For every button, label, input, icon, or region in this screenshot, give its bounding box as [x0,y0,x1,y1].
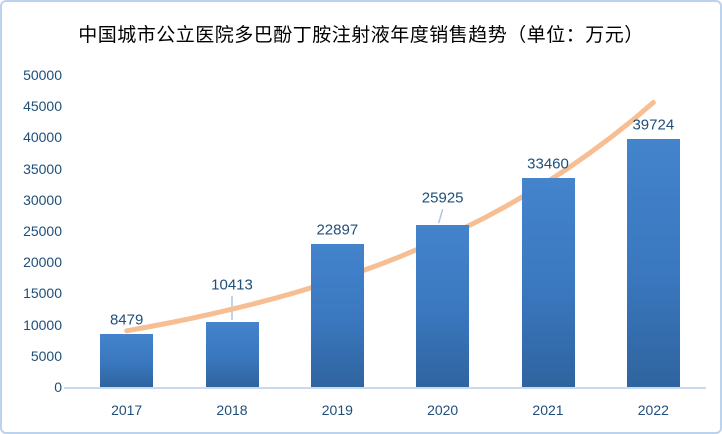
chart-title: 中国城市公立医院多巴酚丁胺注射液年度销售趋势（单位：万元） [78,25,644,46]
data-label-2022: 39724 [632,116,675,134]
bar-2020 [416,225,470,387]
y-axis-tick-label: 40000 [23,129,62,146]
y-axis-tick-label: 50000 [23,67,62,83]
y-axis-tick-label: 45000 [23,98,62,115]
data-label-2020: 25925 [421,189,464,207]
y-axis-tick-label: 5000 [30,347,62,364]
label-leader-line [437,209,444,224]
bar-2021 [521,178,575,387]
bar-2019 [310,244,364,387]
bar-2017 [100,334,154,387]
x-axis-tick-label: 2022 [637,402,669,418]
y-axis-tick-label: 15000 [23,285,62,302]
y-axis-tick-label: 35000 [23,160,62,177]
x-axis-tick-label: 2018 [216,402,248,418]
y-axis-tick-label: 10000 [23,316,62,333]
y-axis-tick-label: 0 [54,379,62,395]
x-axis-line [64,387,706,389]
y-axis-tick-label: 30000 [23,191,62,208]
data-label-2021: 33460 [527,155,569,173]
y-axis-tick-label: 20000 [23,254,62,271]
bar-2022 [626,139,680,387]
x-axis-tick-label: 2017 [111,402,143,418]
y-axis-tick-label: 25000 [23,223,62,239]
data-label-2018: 10413 [211,276,253,294]
data-label-2017: 8479 [109,311,144,329]
x-axis-tick-label: 2020 [427,402,459,418]
x-axis-tick-label: 2019 [321,402,353,418]
data-label-2019: 22897 [316,221,359,239]
bar-2018 [205,322,259,387]
x-axis-tick-label: 2021 [532,402,564,418]
